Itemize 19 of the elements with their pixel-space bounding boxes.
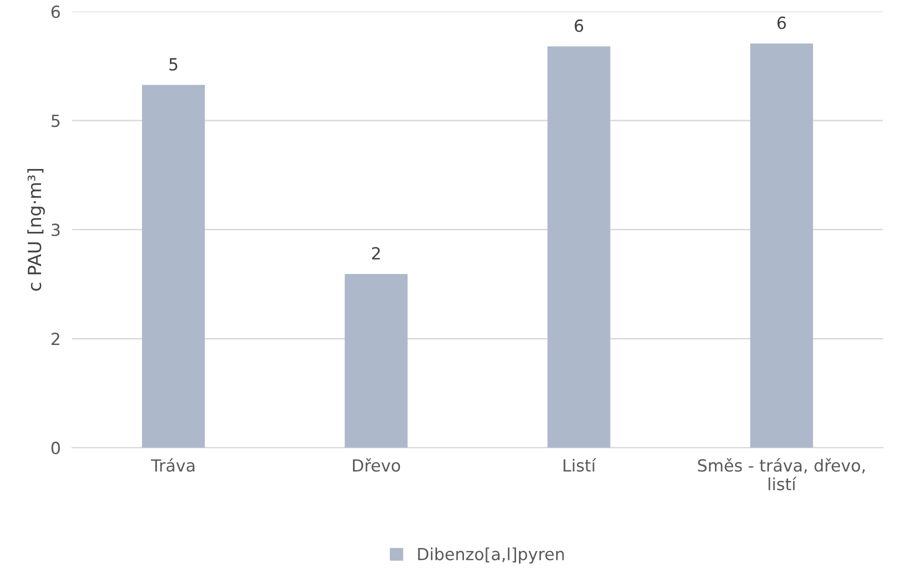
- x-tick-label: Směs - tráva, dřevo, listí: [698, 458, 865, 490]
- data-label: 6: [777, 16, 786, 30]
- bar: [344, 274, 408, 448]
- bar: [750, 43, 814, 448]
- x-tick-label: Dřevo: [352, 458, 400, 472]
- y-axis-title: c PAU [ng·m³]: [27, 169, 45, 291]
- y-tick-label: 5: [52, 114, 60, 128]
- y-tick-label: 3: [52, 224, 60, 236]
- bar: [142, 84, 205, 448]
- data-label: 6: [574, 19, 584, 32]
- y-tick-label: 6: [52, 5, 60, 18]
- y-tick-label: 2: [52, 332, 60, 345]
- bar: [547, 46, 610, 448]
- y-tick-label: 0: [51, 442, 60, 454]
- data-label: 2: [372, 247, 380, 260]
- x-tick-label: Tráva: [150, 458, 194, 472]
- legend-label: Dibenzo[a,l]pyren: [418, 547, 564, 564]
- x-tick-label: Listí: [564, 458, 596, 472]
- data-label: 5: [169, 58, 178, 71]
